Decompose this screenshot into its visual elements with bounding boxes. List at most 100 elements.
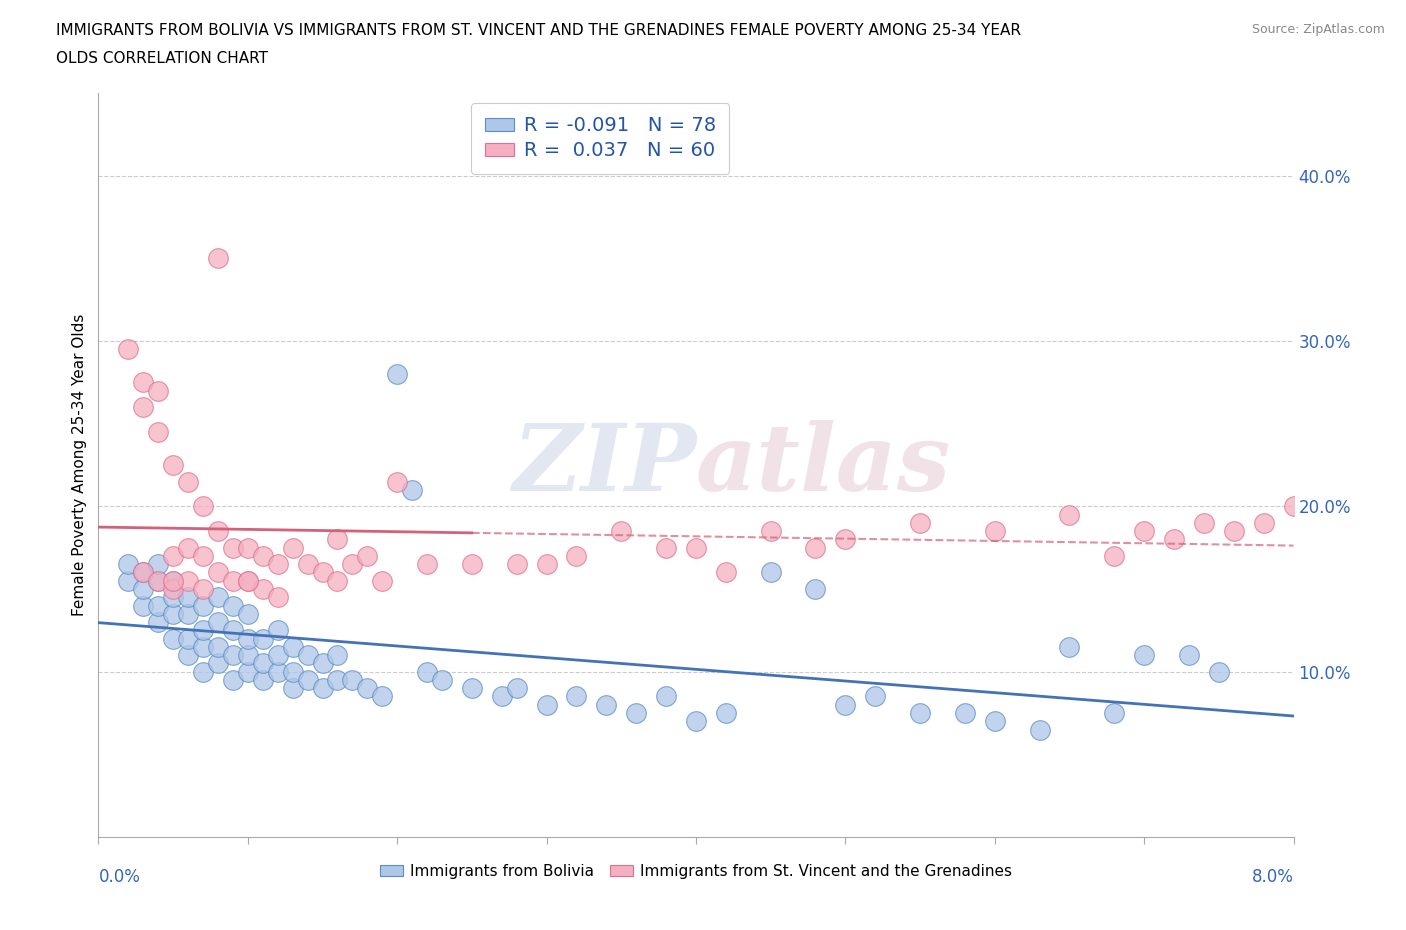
Point bbox=[236, 573, 259, 588]
Point bbox=[191, 498, 214, 513]
Point bbox=[191, 623, 214, 638]
Point bbox=[132, 565, 155, 580]
Point bbox=[162, 573, 184, 588]
Point bbox=[222, 647, 245, 662]
Point bbox=[1163, 532, 1185, 547]
Point bbox=[1133, 524, 1156, 538]
Point bbox=[506, 681, 529, 696]
Point bbox=[326, 532, 349, 547]
Point bbox=[908, 515, 931, 530]
Point bbox=[222, 573, 245, 588]
Point bbox=[267, 623, 290, 638]
Point bbox=[162, 573, 184, 588]
Point bbox=[1104, 549, 1126, 564]
Point bbox=[191, 664, 214, 679]
Point bbox=[267, 664, 290, 679]
Point bbox=[1192, 515, 1215, 530]
Point bbox=[759, 565, 782, 580]
Point bbox=[252, 656, 274, 671]
Point bbox=[297, 672, 319, 687]
Point bbox=[1104, 706, 1126, 721]
Point bbox=[177, 590, 200, 604]
Point bbox=[953, 706, 976, 721]
Point bbox=[162, 458, 184, 472]
Point bbox=[252, 631, 274, 646]
Point bbox=[281, 664, 304, 679]
Point bbox=[252, 672, 274, 687]
Point bbox=[326, 573, 349, 588]
Point bbox=[461, 557, 484, 572]
Point bbox=[252, 549, 274, 564]
Y-axis label: Female Poverty Among 25-34 Year Olds: Female Poverty Among 25-34 Year Olds bbox=[72, 313, 87, 617]
Point bbox=[1208, 664, 1230, 679]
Text: ZIP: ZIP bbox=[512, 420, 696, 510]
Point bbox=[804, 581, 827, 596]
Point bbox=[326, 647, 349, 662]
Point bbox=[311, 565, 333, 580]
Point bbox=[491, 689, 513, 704]
Point bbox=[236, 540, 259, 555]
Point bbox=[416, 557, 439, 572]
Point bbox=[385, 474, 409, 489]
Point bbox=[267, 647, 290, 662]
Point bbox=[356, 681, 378, 696]
Point bbox=[626, 706, 648, 721]
Point bbox=[132, 400, 155, 415]
Point bbox=[297, 647, 319, 662]
Point bbox=[148, 615, 170, 630]
Point bbox=[162, 549, 184, 564]
Point bbox=[117, 342, 139, 357]
Point bbox=[236, 647, 259, 662]
Point bbox=[207, 656, 229, 671]
Point bbox=[297, 557, 319, 572]
Point bbox=[162, 606, 184, 621]
Point bbox=[132, 581, 155, 596]
Point bbox=[416, 664, 439, 679]
Point bbox=[252, 581, 274, 596]
Point bbox=[191, 581, 214, 596]
Point bbox=[267, 590, 290, 604]
Point bbox=[1282, 498, 1305, 513]
Point bbox=[371, 689, 394, 704]
Point bbox=[191, 598, 214, 613]
Point bbox=[236, 606, 259, 621]
Point bbox=[207, 251, 229, 266]
Point bbox=[177, 573, 200, 588]
Point bbox=[117, 557, 139, 572]
Point bbox=[222, 540, 245, 555]
Point bbox=[685, 540, 707, 555]
Point bbox=[714, 565, 737, 580]
Point bbox=[148, 557, 170, 572]
Point bbox=[222, 672, 245, 687]
Text: Source: ZipAtlas.com: Source: ZipAtlas.com bbox=[1251, 23, 1385, 36]
Point bbox=[162, 631, 184, 646]
Point bbox=[834, 698, 856, 712]
Point bbox=[461, 681, 484, 696]
Point bbox=[385, 366, 409, 381]
Point bbox=[1133, 647, 1156, 662]
Point bbox=[342, 672, 364, 687]
Point bbox=[162, 590, 184, 604]
Point bbox=[655, 540, 678, 555]
Point bbox=[177, 647, 200, 662]
Point bbox=[610, 524, 633, 538]
Point bbox=[759, 524, 782, 538]
Point bbox=[281, 681, 304, 696]
Point bbox=[371, 573, 394, 588]
Point bbox=[207, 615, 229, 630]
Point bbox=[565, 689, 588, 704]
Point bbox=[714, 706, 737, 721]
Point bbox=[117, 573, 139, 588]
Text: OLDS CORRELATION CHART: OLDS CORRELATION CHART bbox=[56, 51, 269, 66]
Point bbox=[162, 581, 184, 596]
Point bbox=[267, 557, 290, 572]
Point bbox=[191, 549, 214, 564]
Point bbox=[356, 549, 378, 564]
Point bbox=[908, 706, 931, 721]
Point bbox=[865, 689, 887, 704]
Point bbox=[132, 375, 155, 390]
Point bbox=[536, 557, 558, 572]
Point bbox=[536, 698, 558, 712]
Point bbox=[401, 483, 423, 498]
Point bbox=[177, 474, 200, 489]
